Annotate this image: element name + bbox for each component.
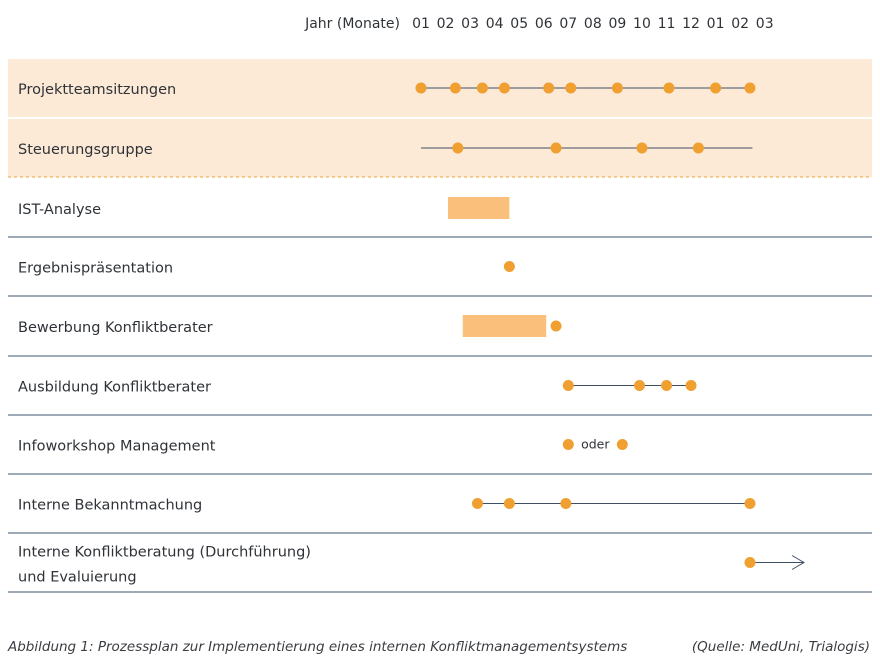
month-label: 01	[412, 16, 430, 32]
milestone-dot	[744, 498, 756, 509]
milestone-dot	[744, 82, 756, 94]
process-row: Projektteamsitzungen	[8, 59, 872, 117]
process-row: Steuerungsgruppe	[8, 119, 872, 178]
row-label: Ausbildung Konfliktberater	[18, 380, 211, 396]
row-label: Interne Bekanntmachung	[18, 498, 202, 514]
process-rows: Projektteamsitzungen Steuerungsgruppe IST-…	[8, 59, 872, 593]
row-label: Infoworkshop Management	[18, 439, 216, 455]
month-label: 05	[510, 16, 528, 32]
process-row: Bewerbung Konfliktberater	[8, 315, 872, 357]
month-label: 01	[707, 16, 725, 32]
timeline-bar	[448, 197, 510, 219]
process-row: Interne Bekanntmachung	[8, 498, 872, 534]
month-label: 08	[584, 16, 602, 32]
month-label: 04	[486, 16, 504, 32]
milestone-dot	[661, 380, 672, 391]
milestone-dot	[543, 82, 555, 94]
month-label: 02	[437, 16, 455, 32]
month-label: 07	[559, 16, 577, 32]
milestone-dot	[471, 498, 483, 509]
month-label: 09	[608, 16, 626, 32]
milestone-dot	[565, 82, 577, 94]
month-label: 03	[756, 16, 774, 32]
milestone-dot	[415, 82, 427, 94]
figure-caption: Abbildung 1: Prozessplan zur Implementie…	[8, 639, 628, 655]
row-label: Ergebnispräsentation	[18, 261, 173, 277]
row-label: Bewerbung Konfliktberater	[18, 320, 213, 336]
milestone-dot	[550, 142, 562, 154]
process-row: Ausbildung Konfliktberater	[8, 380, 872, 416]
milestone-dot	[498, 82, 510, 94]
row-label: Steuerungsgruppe	[18, 142, 153, 158]
figure-source: (Quelle: MedUni, Trialogis)	[691, 639, 870, 655]
process-row: Infoworkshop Management oder	[8, 437, 872, 475]
milestone-dot	[633, 380, 645, 391]
row-label-line2: und Evaluierung	[18, 570, 137, 586]
process-row: Interne Konfliktberatung (Durchführung) u…	[8, 545, 872, 593]
milestone-dot	[685, 380, 697, 391]
milestone-dot	[562, 380, 574, 391]
timeline-axis-label: Jahr (Monate)	[304, 16, 400, 32]
milestone-dot	[692, 142, 704, 154]
milestone-dot	[710, 82, 722, 94]
process-row: IST-Analyse	[8, 197, 872, 238]
milestone-dot	[503, 261, 515, 272]
milestone-dot	[550, 320, 562, 332]
or-note: oder	[581, 437, 610, 452]
milestone-dot	[611, 82, 623, 94]
month-label: 06	[535, 16, 553, 32]
milestone-dot	[449, 82, 461, 94]
month-label: 02	[731, 16, 749, 32]
milestone-dot	[663, 82, 675, 94]
row-label: Projektteamsitzungen	[18, 82, 176, 98]
process-row: Ergebnispräsentation	[8, 261, 872, 297]
month-label: 10	[633, 16, 651, 32]
month-label: 11	[658, 16, 676, 32]
milestone-dot	[636, 142, 648, 154]
month-label: 12	[682, 16, 700, 32]
arrow-head	[791, 555, 805, 570]
month-label: 03	[461, 16, 479, 32]
milestone-dot	[560, 498, 572, 509]
timeline-bar	[462, 315, 547, 337]
milestone-dot	[562, 439, 574, 450]
milestone-dot	[744, 557, 756, 568]
milestone-dot	[452, 142, 464, 154]
month-labels: 01 02 03 04 05 06 07 08 09 10 11 12 01 02 03	[412, 16, 774, 32]
row-label: Interne Konfliktberatung (Durchführung)	[18, 545, 311, 561]
milestone-dot	[503, 498, 515, 509]
milestone-dot	[476, 82, 488, 94]
milestone-dot	[616, 439, 628, 450]
row-label: IST-Analyse	[18, 202, 101, 218]
